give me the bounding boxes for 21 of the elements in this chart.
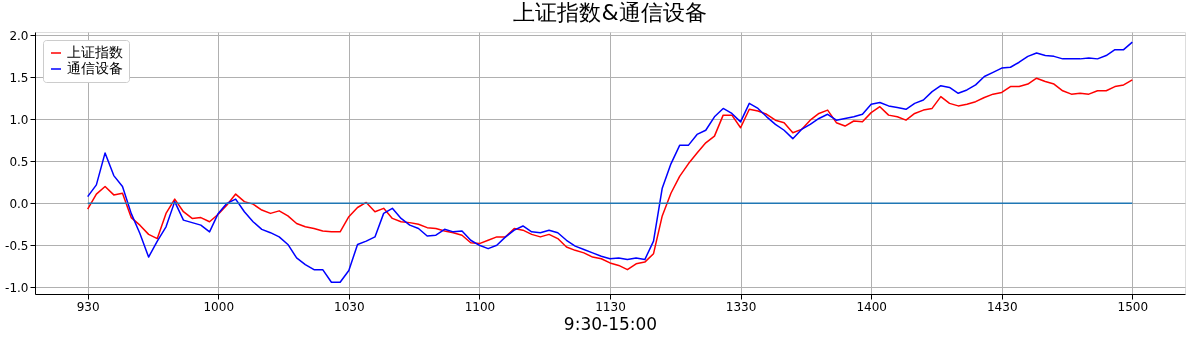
y-tick-label: 0.0 (9, 196, 29, 211)
y-tick-label: 1.0 (9, 112, 29, 127)
y-tick-label: -1.0 (5, 280, 29, 295)
x-tick-label: 1330 (725, 299, 757, 314)
legend-label: 通信设备 (67, 60, 123, 76)
legend-label: 上证指数 (67, 44, 123, 60)
x-tick-label: 1500 (1117, 299, 1149, 314)
x-tick-label: 1030 (334, 299, 365, 314)
x-tick-label: 1130 (595, 299, 626, 314)
x-tick-label: 1100 (464, 299, 496, 314)
x-tick-label: 1400 (856, 299, 887, 314)
y-tick-label: 0.5 (9, 154, 29, 169)
y-tick-label: 1.5 (9, 70, 29, 85)
x-tick-label: 1430 (986, 299, 1018, 314)
chart-title: 上证指数&通信设备 (513, 0, 707, 26)
y-tick-label: -0.5 (5, 238, 29, 253)
y-tick-label: 2.0 (9, 28, 29, 43)
x-tick-label: 930 (76, 299, 100, 314)
x-axis-title: 9:30-15:00 (563, 313, 658, 334)
x-tick-label: 1000 (203, 299, 235, 314)
line-series (86, 77, 1134, 271)
